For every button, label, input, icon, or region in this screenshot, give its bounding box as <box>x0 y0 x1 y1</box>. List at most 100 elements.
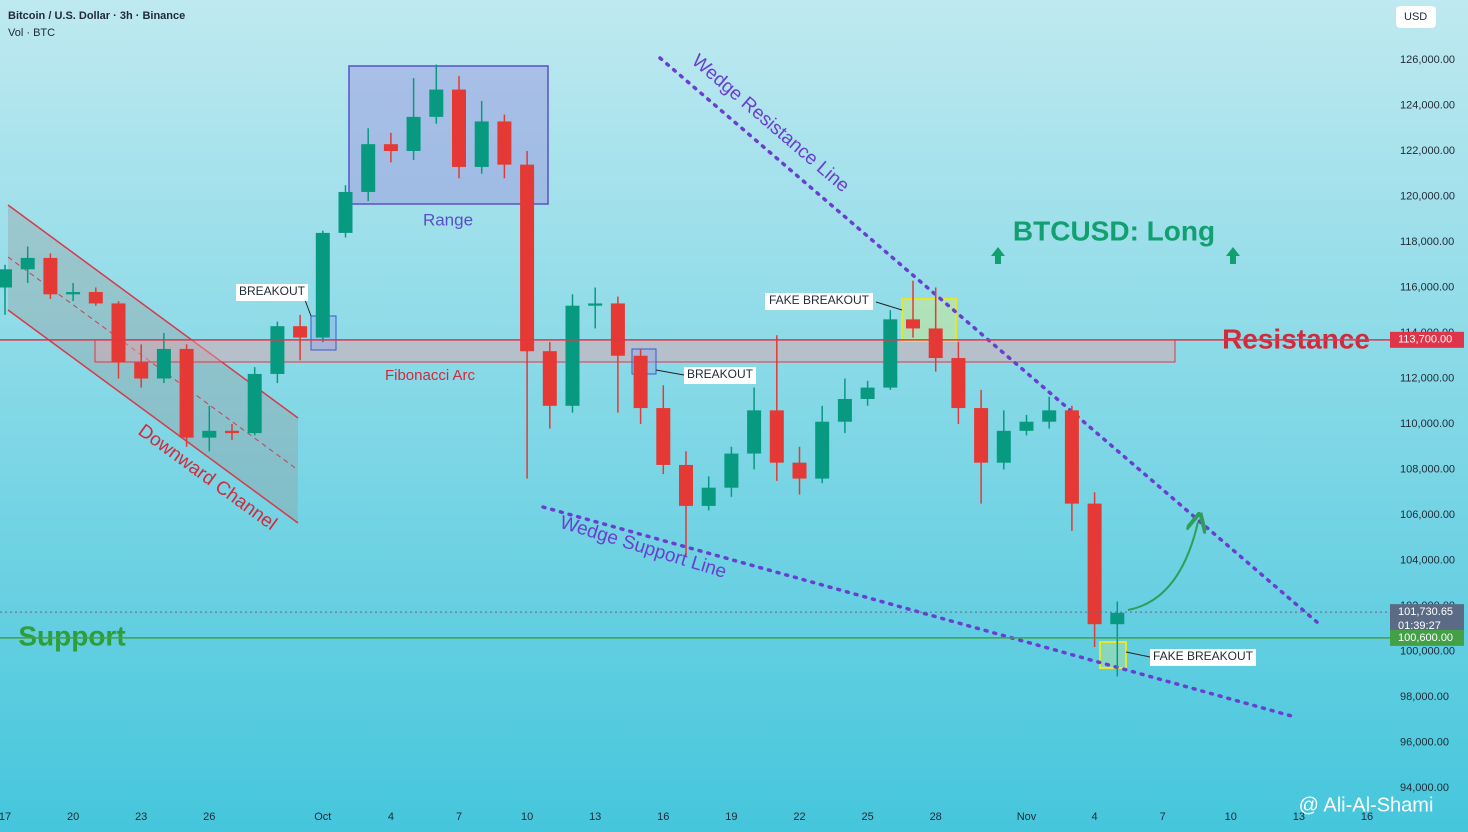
arrow-icon <box>991 247 1005 264</box>
y-tick-label: 96,000.00 <box>1400 736 1449 748</box>
callout-line <box>304 299 312 317</box>
candle-body <box>225 430 239 434</box>
candle-body <box>565 305 580 406</box>
x-tick-label: 10 <box>521 811 533 823</box>
x-tick-label: 13 <box>1293 811 1305 823</box>
candle-body <box>429 89 444 117</box>
x-tick-label: 16 <box>1361 811 1373 823</box>
y-tick-label: 126,000.00 <box>1400 54 1455 66</box>
callout-line <box>1125 651 1151 658</box>
callout-line <box>655 369 685 376</box>
y-tick-label: 98,000.00 <box>1400 691 1449 703</box>
price-badge <box>1390 629 1464 646</box>
candle-body <box>111 303 126 363</box>
candle-body <box>974 408 989 463</box>
x-tick-label: Oct <box>314 811 331 823</box>
x-tick-label: 25 <box>861 811 873 823</box>
label-box <box>1150 649 1256 666</box>
y-tick-label: 112,000.00 <box>1400 372 1454 384</box>
candle-body <box>837 398 852 422</box>
candle-body <box>497 121 512 165</box>
candle-body <box>792 462 807 479</box>
annotation: FAKE BREAKOUT <box>769 293 870 307</box>
currency-box <box>1396 6 1436 28</box>
candle-body <box>1019 421 1034 431</box>
candle-body <box>474 121 489 167</box>
currency: USD <box>1404 11 1427 23</box>
candle-body <box>338 191 353 233</box>
y-tick-label: 104,000.00 <box>1400 554 1455 566</box>
watermark: @ Ali-Al-Shami <box>1299 794 1434 816</box>
x-tick-label: Nov <box>1017 811 1037 823</box>
candle-body <box>179 348 194 438</box>
channel-mid <box>7 256 299 471</box>
candle-body <box>134 362 149 379</box>
annotation: Resistance <box>1222 323 1370 354</box>
y-tick-label: 118,000.00 <box>1400 236 1454 248</box>
candle-body <box>1064 410 1079 504</box>
candle-body <box>293 326 308 338</box>
x-tick-label: 7 <box>1160 811 1166 823</box>
candle-body <box>883 319 898 388</box>
annotation: BREAKOUT <box>239 284 306 298</box>
candle-body <box>588 303 603 306</box>
candle-body <box>860 387 875 399</box>
x-tick-label: 26 <box>203 811 215 823</box>
y-tick-label: 106,000.00 <box>1400 509 1455 521</box>
y-tick-label: 100,000.00 <box>1400 645 1455 657</box>
x-tick-label: 4 <box>1092 811 1098 823</box>
annotation: BREAKOUT <box>687 367 754 381</box>
candle-body <box>270 326 285 374</box>
candle-body <box>315 232 330 338</box>
subtitle: Vol · BTC <box>8 27 55 39</box>
x-tick-label: 28 <box>930 811 942 823</box>
candle-body <box>361 144 376 192</box>
candle-body <box>996 430 1011 463</box>
y-tick-label: 120,000.00 <box>1400 190 1455 202</box>
price-label: 101,730.65 <box>1398 606 1453 618</box>
arrow-icon <box>1226 247 1240 264</box>
price-badge <box>1390 604 1464 635</box>
title: Bitcoin / U.S. Dollar · 3h · Binance <box>8 10 185 22</box>
candle-body <box>452 89 466 167</box>
label-box <box>684 367 756 384</box>
candle-body <box>156 348 171 379</box>
candle-body <box>928 328 943 359</box>
candle-body <box>1042 410 1057 422</box>
candle-body <box>747 410 762 454</box>
channel-line <box>7 309 299 524</box>
candle-body <box>769 410 784 463</box>
x-tick-label: 4 <box>388 811 394 823</box>
x-tick-label: 23 <box>135 811 147 823</box>
annotation: FAKE BREAKOUT <box>1153 649 1254 663</box>
x-tick-label: 17 <box>0 811 11 823</box>
candles <box>0 64 1125 677</box>
x-tick-label: 19 <box>725 811 737 823</box>
candle-body <box>1087 503 1102 625</box>
candle-body <box>383 144 398 151</box>
price-label: 100,600.00 <box>1398 632 1453 644</box>
annotation: BTCUSD: Long <box>1013 215 1215 246</box>
candle-body <box>406 116 421 151</box>
candle-body <box>0 269 12 288</box>
candle-body <box>610 303 625 356</box>
candle-body <box>633 355 648 409</box>
candle-body <box>701 487 716 506</box>
range-box <box>348 65 549 205</box>
candle-body <box>520 164 535 352</box>
price-label: 113,700.00 <box>1398 334 1452 346</box>
y-tick-label: 122,000.00 <box>1400 145 1455 157</box>
candle-body <box>66 292 81 295</box>
x-tick-label: 7 <box>456 811 462 823</box>
y-tick-label: 108,000.00 <box>1400 463 1455 475</box>
annotation: Support <box>18 620 125 651</box>
candle-body <box>724 453 739 488</box>
y-tick-label: 124,000.00 <box>1400 99 1455 111</box>
candle-body <box>20 257 35 270</box>
x-tick-label: 22 <box>793 811 805 823</box>
candle-body <box>247 373 262 434</box>
label-box <box>236 284 308 301</box>
y-tick-label: 116,000.00 <box>1400 281 1454 293</box>
